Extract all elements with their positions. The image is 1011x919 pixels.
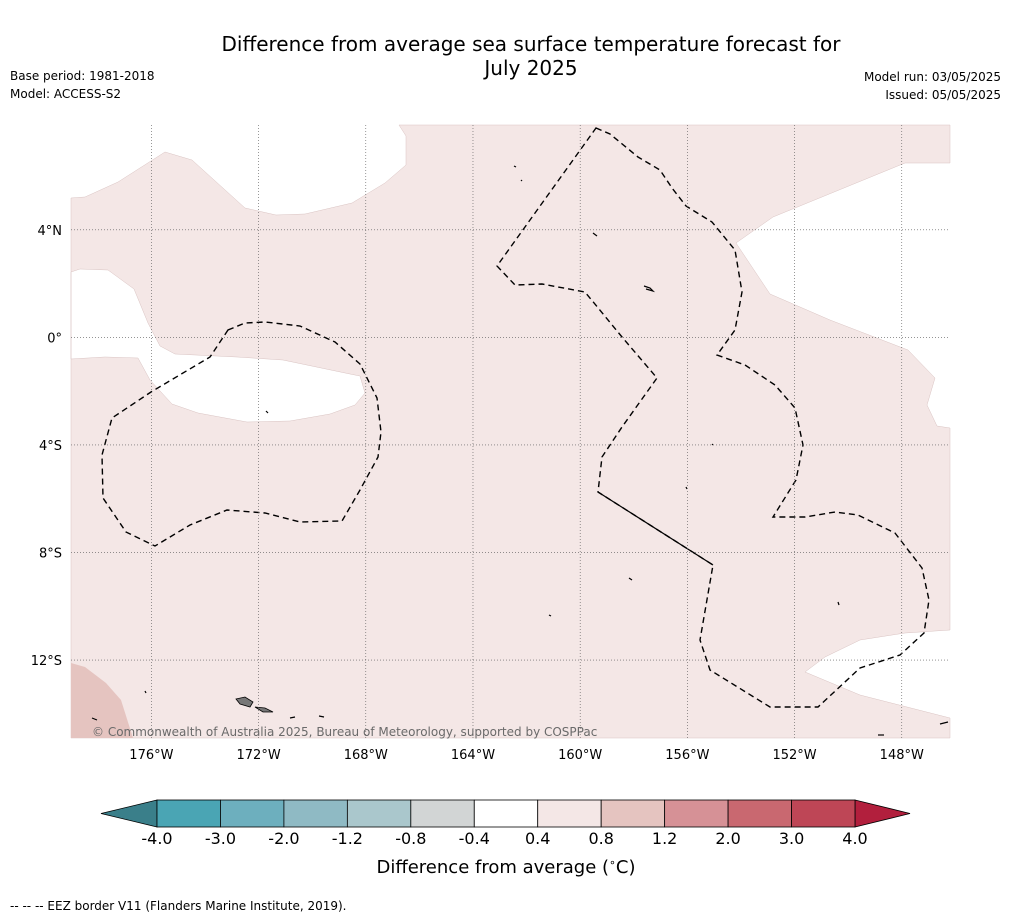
copyright-text: © Commonwealth of Australia 2025, Bureau…: [92, 725, 597, 739]
colorbar-tick-label: -2.0: [268, 829, 299, 848]
y-tick-label: 8°S: [39, 546, 62, 561]
colorbar-bin: [600, 799, 666, 828]
eez-border-tokelau: [101, 321, 382, 547]
atoll: [289, 716, 296, 719]
colorbar-bin: [537, 799, 602, 828]
x-tick-label: 172°W: [237, 748, 281, 763]
issued-date: Issued: 05/05/2025: [885, 88, 1001, 102]
atoll: [643, 285, 656, 293]
colorbar-tick-label: 3.0: [779, 829, 804, 848]
eez-border-solid-segment: [597, 491, 714, 566]
colorbar-extend-high: [854, 799, 911, 828]
x-tick-label: 148°W: [880, 748, 924, 763]
degree-symbol: ∘: [609, 856, 616, 869]
atoll: [548, 614, 552, 617]
atoll: [685, 486, 688, 490]
colorbar-tick-label: -1.2: [332, 829, 363, 848]
anomaly-region-0.8-1.2: [71, 663, 133, 738]
atoll: [837, 601, 840, 606]
colorbar-bin: [346, 799, 412, 828]
colorbar-tick-label: -0.4: [459, 829, 490, 848]
y-tick-label: 0°: [47, 331, 62, 346]
anomaly-region-0.4-0.8: [70, 124, 951, 739]
colorbar-tick-label: 4.0: [842, 829, 867, 848]
island-savaii: [235, 696, 254, 708]
islands: [235, 696, 274, 713]
atoll: [711, 443, 714, 446]
colorbar-tick-label: -0.8: [395, 829, 426, 848]
y-tick-label: 4°N: [38, 224, 63, 239]
colorbar-tick-label: 1.2: [652, 829, 677, 848]
y-tick-label: 4°S: [39, 439, 62, 454]
colorbar-bin: [283, 799, 348, 828]
colorbar-label-main: Difference from average (: [376, 857, 609, 878]
colorbar-bin: [791, 799, 856, 828]
y-tick-label: 12°S: [31, 654, 62, 669]
atoll: [265, 410, 269, 414]
x-tick-label: 156°W: [665, 748, 709, 763]
x-tick-label: 160°W: [558, 748, 602, 763]
eez-borders: [101, 127, 930, 708]
colorbar-tick-label: 0.8: [588, 829, 613, 848]
graticule: [71, 125, 950, 738]
title-line-2: July 2025: [484, 56, 578, 80]
colorbar-bin: [410, 799, 475, 828]
atoll: [318, 715, 325, 718]
y-tick-labels: 4°N 0° 4°S 8°S 12°S: [31, 224, 62, 669]
colorbar-bin: [220, 799, 285, 828]
colorbar-tick-label: 2.0: [715, 829, 740, 848]
atolls: [91, 165, 949, 736]
colorbar-bin: [664, 799, 729, 828]
colorbar-extend-low: [100, 799, 158, 828]
colorbar-label: Difference from average (∘C): [376, 856, 635, 878]
eez-border-kiribati-line: [496, 127, 930, 708]
model-run: Model run: 03/05/2025: [863, 70, 1001, 84]
model-name: Model: ACCESS-S2: [10, 87, 122, 101]
atoll: [520, 179, 523, 182]
atoll: [144, 690, 147, 694]
colorbar-bin: [473, 799, 539, 828]
x-tick-label: 164°W: [451, 748, 495, 763]
x-tick-labels: 176°W 172°W 168°W 164°W 160°W 156°W 152°W 148°W: [129, 748, 924, 763]
atoll: [91, 717, 98, 721]
colorbar-tick-label: -4.0: [141, 829, 172, 848]
atoll: [592, 232, 598, 237]
x-tick-label: 176°W: [129, 748, 173, 763]
atoll: [513, 165, 517, 168]
x-tick-label: 168°W: [344, 748, 388, 763]
base-period: Base period: 1981-2018: [10, 69, 155, 83]
island-upolu: [254, 706, 274, 713]
atoll: [939, 721, 949, 725]
chart-title: Difference from average sea surface temp…: [0, 32, 1011, 80]
metadata-right: Model run: 03/05/2025 Issued: 05/05/2025: [864, 68, 1001, 104]
colorbar-label-unit: C): [616, 857, 636, 878]
colorbar-bin: [727, 799, 792, 828]
colorbar-tick-label: 0.4: [525, 829, 550, 848]
footnote: -- -- -- EEZ border V11 (Flanders Marine…: [10, 899, 347, 913]
colorbar-bin: [156, 799, 221, 828]
title-line-1: Difference from average sea surface temp…: [221, 32, 841, 56]
metadata-left: Base period: 1981-2018 Model: ACCESS-S2: [10, 67, 155, 103]
colorbar: -4.0 -3.0 -2.0 -1.2 -0.8 -0.4 0.4 0.8 1.2 2.0 3.0 4…: [100, 799, 911, 848]
colorbar-tick-label: -3.0: [205, 829, 236, 848]
x-tick-label: 152°W: [772, 748, 816, 763]
atoll: [628, 577, 633, 581]
